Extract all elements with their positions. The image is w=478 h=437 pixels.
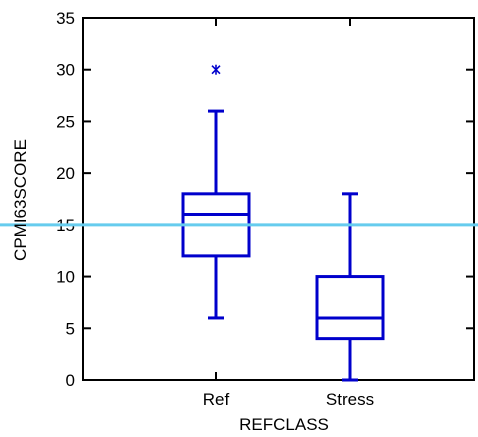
y-tick-label: 30 <box>56 61 75 80</box>
y-axis-label: CPMI63SCORE <box>11 139 30 261</box>
y-tick-label: 35 <box>56 9 75 28</box>
x-axis-label: REFCLASS <box>239 415 329 434</box>
box-series <box>181 64 385 382</box>
box-stress <box>315 192 385 382</box>
y-tick-label: 25 <box>56 112 75 131</box>
y-tick-label: 5 <box>66 319 75 338</box>
outlier-marker <box>211 64 221 75</box>
x-category-label: Stress <box>326 390 374 409</box>
y-tick-label: 20 <box>56 164 75 183</box>
x-axis-ticks: Ref Stress <box>203 18 374 409</box>
y-tick-label: 0 <box>66 371 75 390</box>
box-ref <box>181 64 251 320</box>
y-tick-label: 10 <box>56 268 75 287</box>
interquartile-box <box>315 275 385 341</box>
x-category-label: Ref <box>203 390 230 409</box>
plot-frame <box>82 17 475 381</box>
plot-border <box>82 17 475 381</box>
